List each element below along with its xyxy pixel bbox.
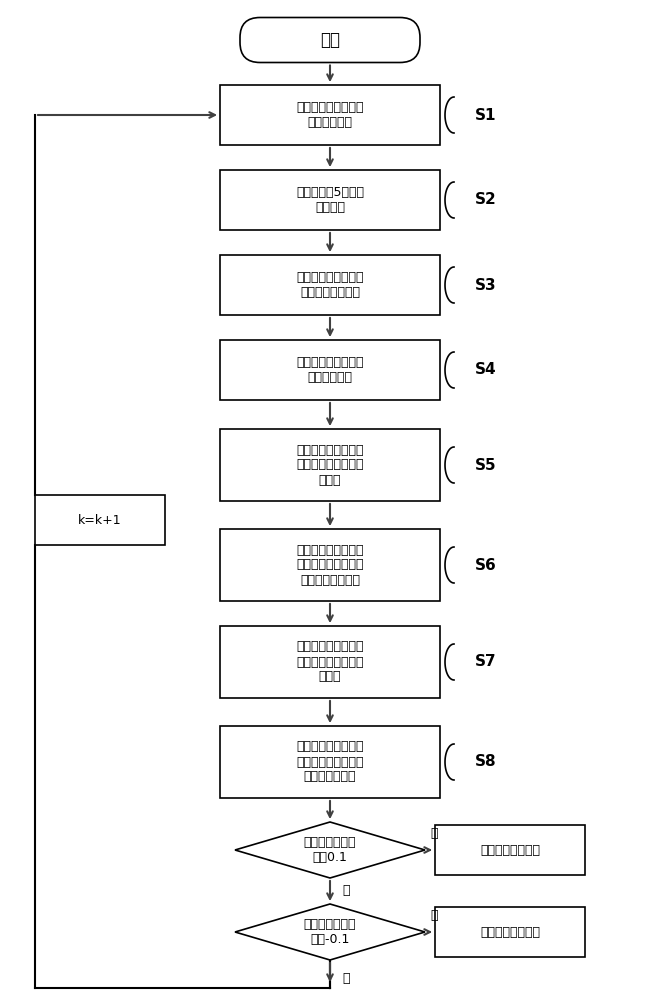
Text: S7: S7 — [475, 654, 496, 670]
FancyBboxPatch shape — [220, 429, 440, 501]
Text: S4: S4 — [475, 362, 496, 377]
Text: S6: S6 — [475, 558, 496, 572]
Text: 形成电池电压的系统
特征数据序列: 形成电池电压的系统 特征数据序列 — [296, 101, 363, 129]
Text: S3: S3 — [475, 277, 496, 292]
Text: 是: 是 — [430, 827, 437, 840]
Text: 通过累减生成，还原
为电池电压的原数据
序列值: 通过累减生成，还原 为电池电压的原数据 序列值 — [296, 641, 363, 684]
Polygon shape — [235, 822, 425, 878]
Text: 开始: 开始 — [320, 31, 340, 49]
FancyBboxPatch shape — [220, 626, 440, 698]
Text: 否: 否 — [342, 884, 350, 898]
FancyBboxPatch shape — [220, 170, 440, 230]
Text: 是: 是 — [430, 909, 437, 922]
Text: 开路故障或过充电: 开路故障或过充电 — [480, 844, 540, 856]
Text: k=k+1: k=k+1 — [78, 514, 122, 526]
Text: S8: S8 — [475, 754, 496, 770]
Text: 计算电池电压进行灰
色预测跟踪所需的灰
作用量: 计算电池电压进行灰 色预测跟踪所需的灰 作用量 — [296, 444, 363, 487]
Text: 短路故障或过放电: 短路故障或过放电 — [480, 926, 540, 938]
Text: 得到电池电压的紧邻
均值生成序列: 得到电池电压的紧邻 均值生成序列 — [296, 356, 363, 384]
FancyBboxPatch shape — [220, 529, 440, 601]
FancyBboxPatch shape — [220, 85, 440, 145]
FancyBboxPatch shape — [220, 255, 440, 315]
FancyBboxPatch shape — [240, 18, 420, 62]
FancyBboxPatch shape — [220, 340, 440, 400]
Text: S2: S2 — [475, 192, 496, 208]
Text: 差值是否突升且
大于0.1: 差值是否突升且 大于0.1 — [304, 836, 356, 864]
Polygon shape — [235, 904, 425, 960]
Text: 得到电池电压的灰色
一次累加生成序列: 得到电池电压的灰色 一次累加生成序列 — [296, 271, 363, 299]
Text: S1: S1 — [475, 107, 496, 122]
Text: 获取最新的5个电池
电压数据: 获取最新的5个电池 电压数据 — [296, 186, 364, 214]
FancyBboxPatch shape — [220, 726, 440, 798]
Text: S5: S5 — [475, 458, 496, 473]
Text: 差值是否突降且
小于-0.1: 差值是否突降且 小于-0.1 — [304, 918, 356, 946]
Text: 否: 否 — [342, 972, 350, 985]
FancyBboxPatch shape — [435, 825, 585, 875]
FancyBboxPatch shape — [435, 907, 585, 957]
Text: 输出电池电压的预测
值，将电压测量值与
预测值作差比较: 输出电池电压的预测 值，将电压测量值与 预测值作差比较 — [296, 740, 363, 784]
Text: 得到电池电压的等维
递补灰色单变量一阶
时间响应预测模型: 得到电池电压的等维 递补灰色单变量一阶 时间响应预测模型 — [296, 544, 363, 586]
FancyBboxPatch shape — [35, 495, 165, 545]
